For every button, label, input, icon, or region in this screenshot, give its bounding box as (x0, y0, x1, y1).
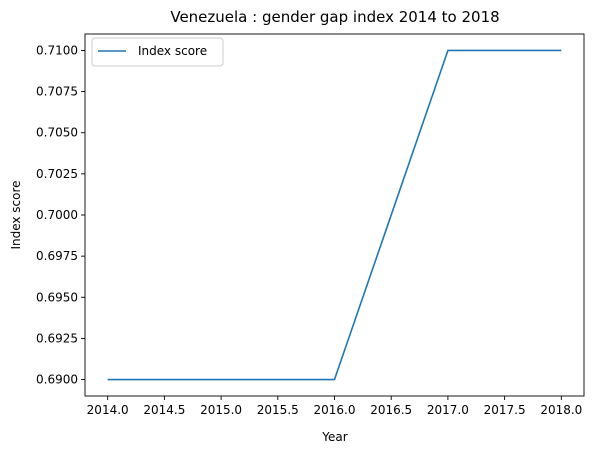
y-tick-label: 0.6975 (36, 249, 78, 263)
y-tick-label: 0.7075 (36, 85, 78, 99)
x-tick-label: 2014.5 (143, 403, 185, 417)
y-axis-label: Index score (9, 180, 23, 249)
plot-area (107, 49, 562, 381)
x-tick-label: 2018.0 (540, 403, 582, 417)
x-tick-label: 2017.0 (427, 403, 469, 417)
y-tick-label: 0.6900 (36, 373, 78, 387)
y-axis: 0.6900 0.6925 0.6950 0.6975 0.7000 0.7025 0.70… (36, 43, 85, 387)
y-tick-label: 0.6925 (36, 331, 78, 345)
x-tick-label: 2014.0 (87, 403, 129, 417)
x-axis: 2014.0 2014.5 2015.0 2015.5 2016.0 2016.5 2017… (87, 396, 582, 417)
legend-label: Index score (138, 44, 207, 58)
y-tick-label: 0.7100 (36, 43, 78, 57)
y-tick-label: 0.7050 (36, 126, 78, 140)
series-line-0 (107, 49, 562, 381)
y-tick-label: 0.6950 (36, 290, 78, 304)
x-tick-label: 2017.5 (484, 403, 526, 417)
x-tick-label: 2015.0 (200, 403, 242, 417)
legend-box (91, 37, 224, 67)
legend: Index score (91, 37, 224, 67)
y-tick-label: 0.7025 (36, 167, 78, 181)
x-tick-label: 2016.0 (314, 403, 356, 417)
x-axis-label: Year (321, 430, 347, 444)
y-tick-label: 0.7000 (36, 208, 78, 222)
chart-title: Venezuela : gender gap index 2014 to 201… (170, 8, 499, 26)
x-tick-label: 2016.5 (370, 403, 412, 417)
x-tick-label: 2015.5 (257, 403, 299, 417)
